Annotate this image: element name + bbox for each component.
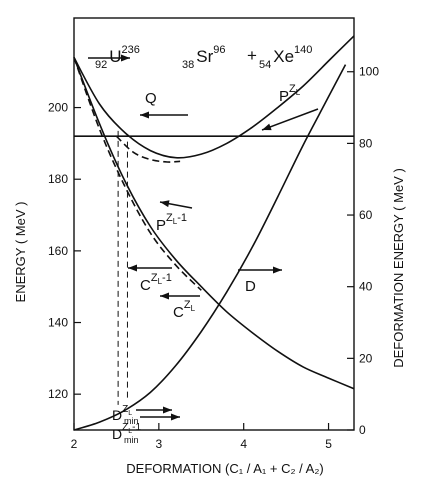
series-line-c-zl	[73, 57, 355, 390]
y-right-tick-label: 60	[359, 208, 373, 222]
p-zl-sup: Z	[289, 83, 296, 95]
dmin-zl1-tail: -1	[132, 422, 141, 433]
reaction-arrow-head	[121, 54, 130, 62]
series-line-p-zl-1-	[115, 135, 181, 163]
series-line-c-zl-1-	[73, 57, 202, 291]
y-left-tick-label: 160	[48, 244, 68, 258]
dmin-zl-arrow-head	[163, 406, 172, 414]
fragment1-mass-number: 96	[213, 44, 225, 56]
fragment1-symbol: Sr	[196, 47, 213, 66]
arrows-layer	[88, 54, 319, 421]
y-axis-label-left: ENERGY ( MeV )	[13, 202, 28, 303]
x-tick-label: 3	[156, 437, 163, 451]
q-arrow-head	[140, 111, 149, 119]
target-symbol: U	[109, 47, 121, 66]
fragment1-atomic-number: 38	[182, 59, 194, 71]
plus-sign: +	[247, 46, 257, 65]
dmin-zl1-sup: Z	[122, 422, 128, 433]
p-zl-base: P	[279, 88, 289, 105]
fragment2-label: 54 Xe140	[259, 44, 312, 71]
series-line-d	[73, 64, 347, 431]
fragment2-atomic-number: 54	[259, 59, 271, 71]
p-zl1-base: P	[156, 217, 166, 234]
y-axis-label-right: DEFORMATION ENERGY ( MeV )	[391, 168, 406, 368]
x-tick-label: 4	[240, 437, 247, 451]
plot-border	[73, 17, 355, 431]
c-zl-sub: L	[191, 304, 196, 313]
p-zl1-sub: L	[173, 217, 178, 226]
p-zl-label: PZL	[279, 83, 301, 105]
c-zl-arrow-head	[160, 292, 169, 300]
c-zl1-arrow-head	[128, 264, 137, 272]
c-zl-base: C	[173, 304, 184, 321]
d-arrow-head	[273, 266, 282, 274]
y-left-tick-label: 180	[48, 172, 68, 186]
dmin-zl-label: DZL	[112, 404, 132, 423]
y-left-tick-label: 140	[48, 316, 68, 330]
target-atomic-number: 92	[95, 59, 107, 71]
x-tick-label: 5	[325, 437, 332, 451]
p-zl1-label: PZL-1	[156, 212, 187, 234]
dmin-zl1-arrow-head	[171, 413, 180, 421]
p-zl-sub: L	[296, 88, 301, 97]
c-zl-label: CZL	[173, 299, 196, 321]
fragment1-label: 38 Sr96	[182, 44, 226, 71]
y-right-tick-label: 0	[359, 423, 366, 437]
curves-layer	[73, 35, 355, 431]
y-right-tick-label: 20	[359, 351, 373, 365]
p-zl1-sup: Z	[166, 212, 173, 224]
dmin-zl1-base: D	[112, 426, 122, 442]
y-right-tick-label: 40	[359, 280, 373, 294]
reaction-equation: 92 U236	[95, 44, 140, 71]
y-right-tick-label: 80	[359, 136, 373, 150]
dmin-zl-sup: Z	[122, 404, 128, 415]
q-label: Q	[145, 90, 157, 107]
ticks-layer: 2 3 4 5 120 140 160 180 200 0 20 40 60 80 100	[48, 65, 379, 451]
p-zl1-tail: -1	[177, 212, 187, 224]
p-zl1-arrow-head	[160, 200, 170, 208]
dmin-zl1-sub: min	[124, 435, 139, 445]
c-zl1-label: CZL-1	[140, 272, 172, 294]
d-label: D	[245, 278, 256, 295]
fragment2-mass-number: 140	[294, 44, 312, 56]
dmin-zl-base: D	[112, 407, 122, 423]
c-zl1-sub: L	[158, 277, 163, 286]
c-zl1-base: C	[140, 277, 151, 294]
fragment2-symbol: Xe	[273, 47, 294, 66]
p-zl-arrow-head	[262, 123, 272, 131]
plot-frame	[73, 17, 355, 431]
y-left-tick-label: 120	[48, 387, 68, 401]
y-left-tick-label: 200	[48, 101, 68, 115]
c-zl1-tail: -1	[162, 272, 172, 284]
dmin-zl1-supsub: L	[128, 428, 132, 435]
x-tick-label: 2	[71, 437, 78, 451]
y-right-tick-label: 100	[359, 65, 379, 79]
target-mass-number: 236	[122, 44, 140, 56]
c-zl1-sup: Z	[151, 272, 158, 284]
dmin-zl-sub: min	[124, 416, 139, 426]
series-line-p-zl	[73, 35, 355, 159]
dmin-zl1-label: DZL-1	[112, 422, 141, 442]
c-zl-sup: Z	[184, 299, 191, 311]
p-zl-arrow-shaft	[261, 108, 319, 131]
x-axis-label: DEFORMATION (C₁ / A₁ + C₂ / A₂)	[126, 461, 323, 476]
dmin-zl-supsub: L	[128, 410, 132, 417]
